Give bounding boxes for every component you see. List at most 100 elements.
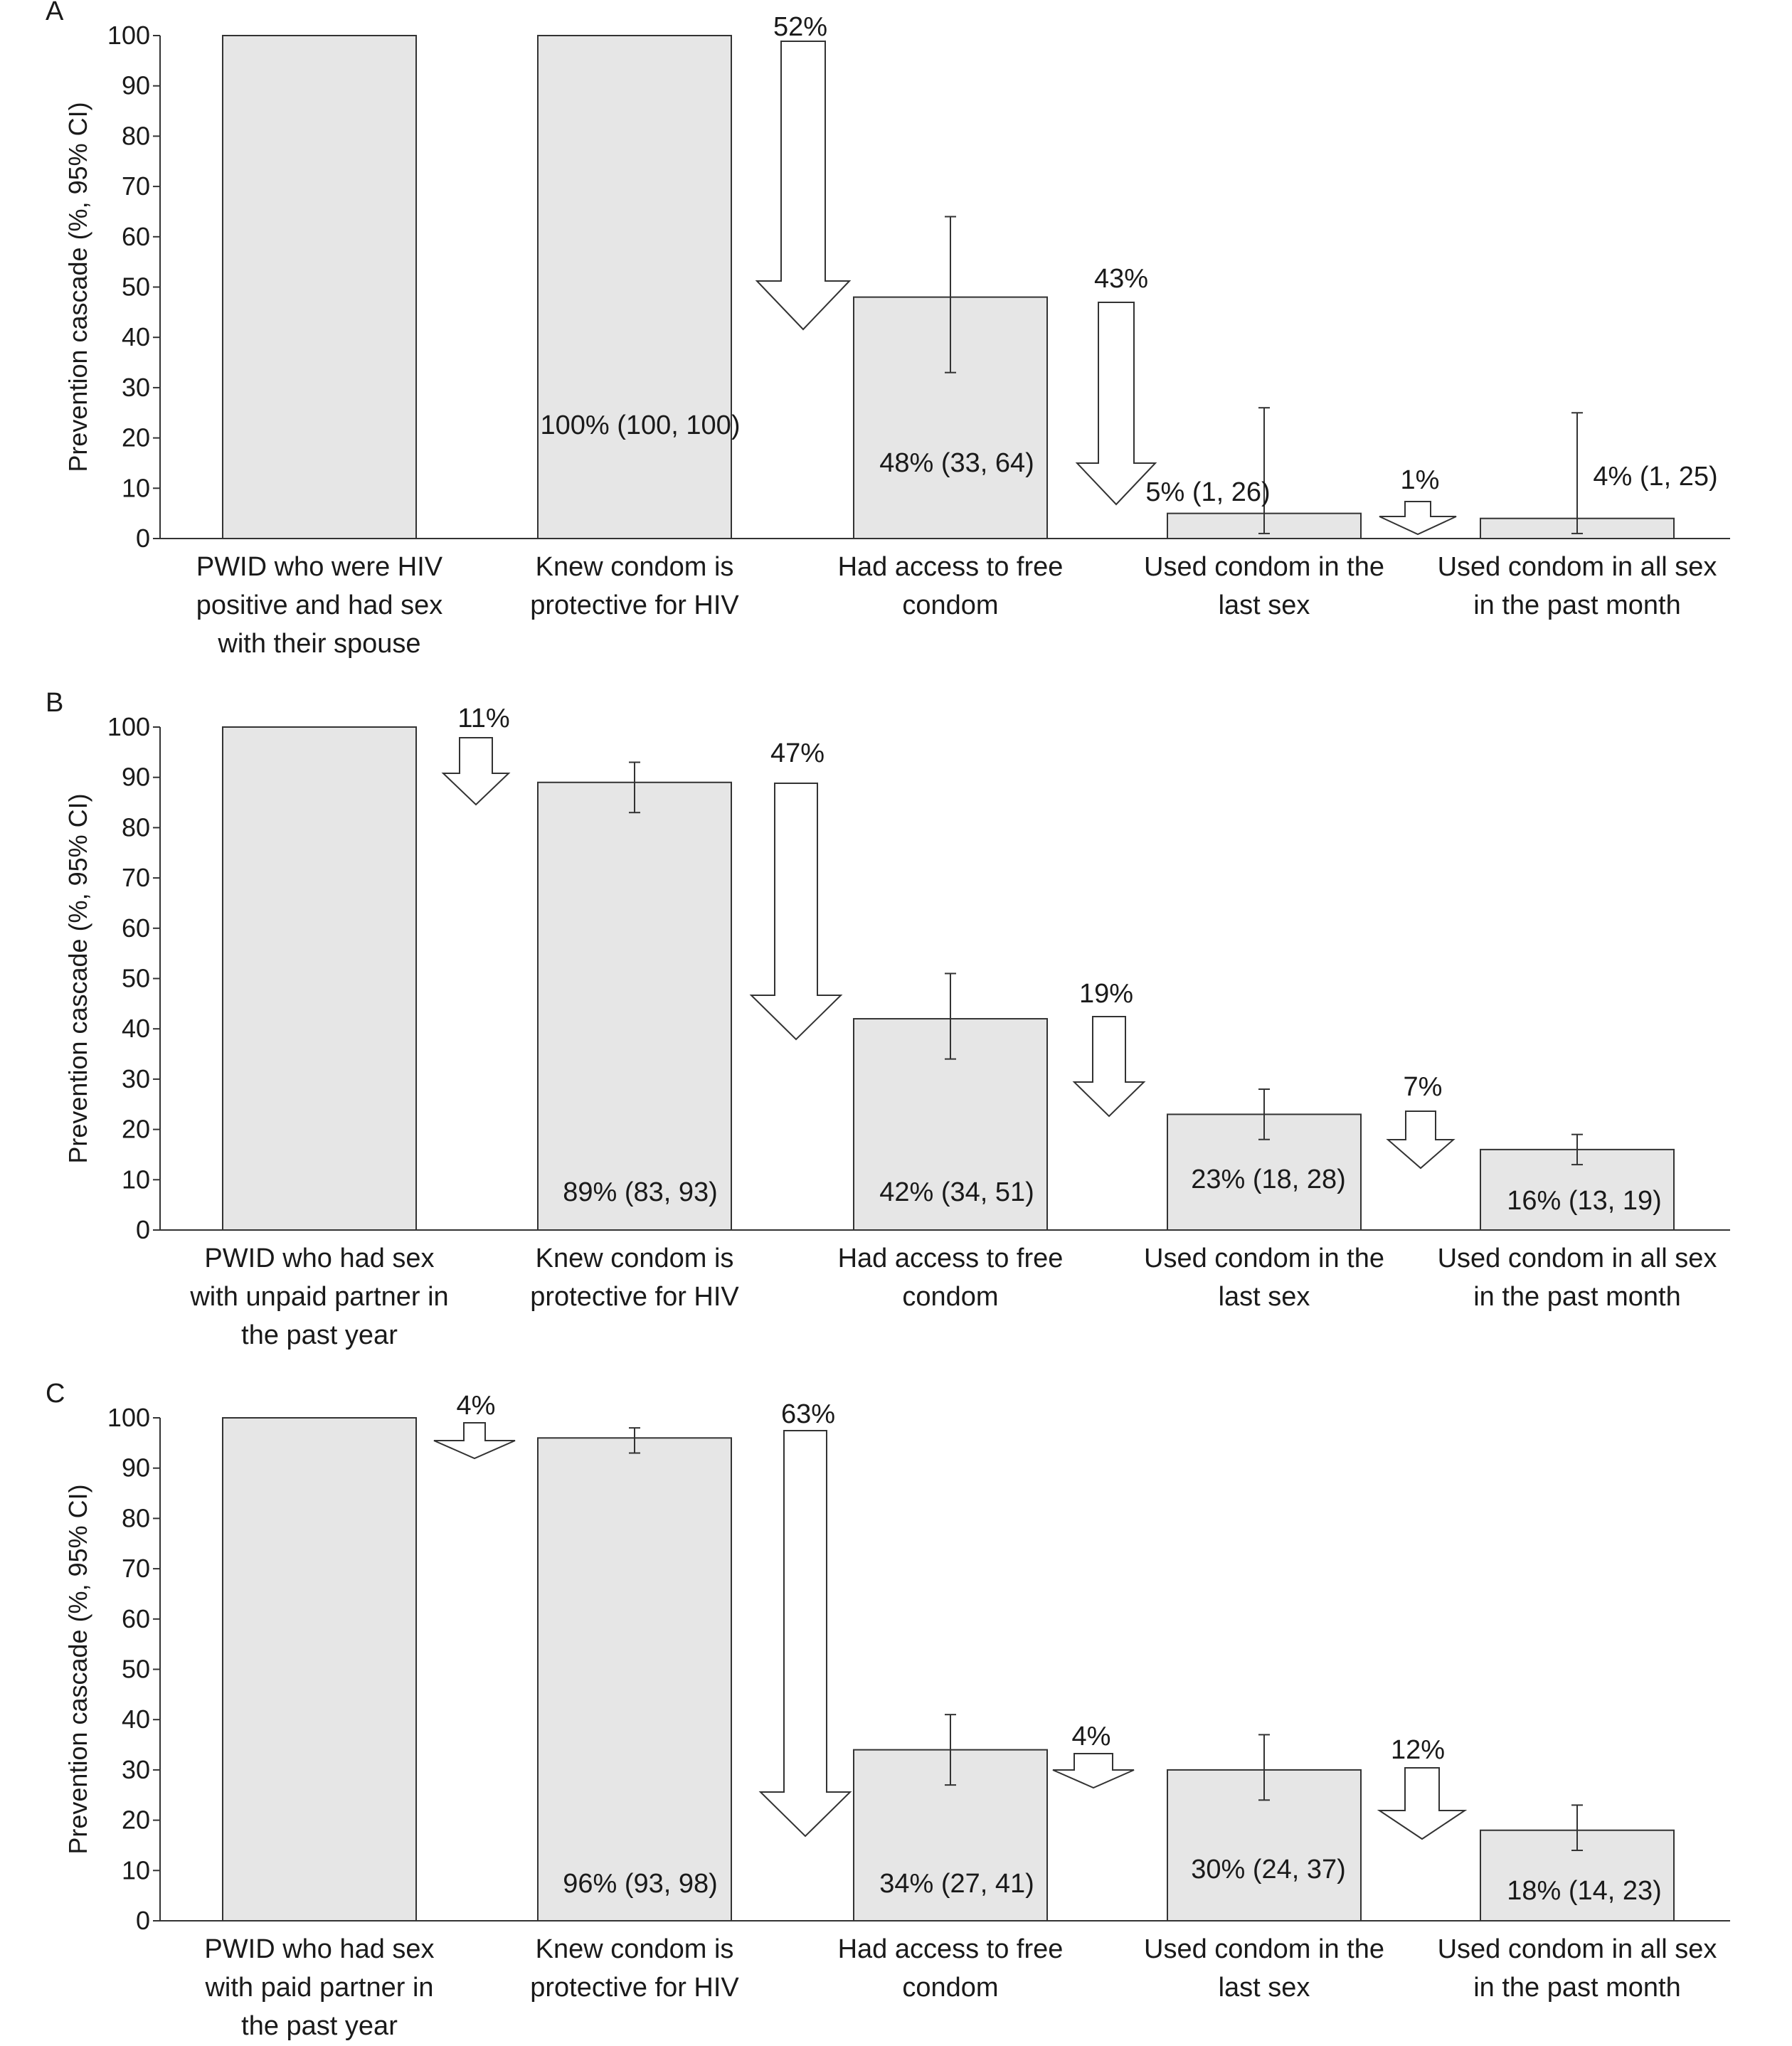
data-label: 18% (14, 23) — [1507, 1876, 1662, 1906]
drop-arrow — [755, 41, 852, 331]
category-label: protective for HIV — [530, 590, 739, 620]
y-tick-label: 70 — [122, 1554, 150, 1583]
drop-arrow — [1075, 302, 1157, 506]
data-label: 23% (18, 28) — [1191, 1165, 1346, 1194]
drop-label: 4% — [1072, 1722, 1111, 1751]
category-label: Had access to free — [838, 1244, 1064, 1273]
y-tick-label: 20 — [122, 423, 150, 452]
y-tick-label: 100 — [107, 1403, 150, 1432]
y-tick-label: 20 — [122, 1115, 150, 1144]
error-bar — [945, 216, 956, 373]
drop-arrow — [749, 783, 843, 1041]
error-bar — [1258, 407, 1270, 534]
data-label: 48% (33, 64) — [879, 448, 1034, 478]
y-tick-label: 40 — [122, 322, 150, 351]
drop-label: 19% — [1079, 979, 1133, 1009]
data-label: 4% (1, 25) — [1593, 462, 1717, 492]
category-label: condom — [902, 590, 998, 620]
drop-label: 1% — [1401, 465, 1440, 495]
drop-label: 11% — [457, 704, 509, 733]
drop-label: 7% — [1404, 1072, 1443, 1102]
y-tick-label: 10 — [122, 1165, 150, 1194]
y-tick-label: 30 — [122, 373, 150, 402]
bar — [222, 35, 417, 539]
error-bar — [629, 761, 640, 814]
panel-label: A — [46, 0, 64, 26]
y-tick-label: 100 — [107, 21, 150, 50]
y-tick-label: 30 — [122, 1755, 150, 1784]
drop-label: 63% — [781, 1399, 835, 1429]
error-bar — [1571, 412, 1583, 534]
data-label: 30% (24, 37) — [1191, 1855, 1346, 1885]
category-label: protective for HIV — [530, 1973, 739, 2003]
y-tick-label: 0 — [136, 1215, 150, 1244]
data-label: 42% (34, 51) — [879, 1177, 1034, 1207]
y-tick-label: 50 — [122, 272, 150, 302]
error-bar — [1258, 1088, 1270, 1140]
y-axis-label: Prevention cascade (%, 95% CI) — [63, 793, 92, 1163]
category-label: Knew condom is — [536, 1244, 734, 1273]
error-bar — [945, 972, 956, 1060]
category-label: last sex — [1219, 1973, 1310, 2003]
category-label: in the past month — [1473, 590, 1681, 620]
drop-label: 43% — [1094, 264, 1148, 294]
category-label: PWID who had sex — [204, 1934, 434, 1964]
data-label: 34% (27, 41) — [879, 1869, 1034, 1899]
y-tick-label: 80 — [122, 812, 150, 842]
error-bar — [1571, 1133, 1583, 1166]
drop-arrow — [1386, 1111, 1456, 1170]
category-label: Had access to free — [838, 1934, 1064, 1964]
drop-arrow — [1072, 1016, 1146, 1118]
category-label: last sex — [1219, 590, 1310, 620]
category-label: condom — [902, 1282, 998, 1312]
bar — [537, 781, 732, 1231]
y-axis-label: Prevention cascade (%, 95% CI) — [63, 102, 92, 472]
category-label: positive and had sex — [196, 590, 442, 620]
data-label: 16% (13, 19) — [1507, 1186, 1662, 1216]
category-label: PWID who were HIV — [196, 552, 443, 582]
y-tick-label: 0 — [136, 524, 150, 553]
y-tick-label: 90 — [122, 71, 150, 100]
drop-arrow — [758, 1430, 852, 1838]
y-axis-label: Prevention cascade (%, 95% CI) — [63, 1484, 92, 1854]
category-label: Knew condom is — [536, 1934, 734, 1964]
bar — [222, 726, 417, 1231]
category-label: condom — [902, 1973, 998, 2003]
y-tick-label: 100 — [107, 712, 150, 741]
drop-label: 52% — [773, 12, 827, 42]
y-tick-label: 50 — [122, 1655, 150, 1684]
y-tick-label: 60 — [122, 222, 150, 251]
error-bar — [1571, 1804, 1583, 1852]
bar — [537, 35, 732, 539]
y-tick-label: 60 — [122, 1604, 150, 1633]
error-bar — [1258, 1734, 1270, 1801]
data-label: 100% (100, 100) — [541, 410, 741, 440]
y-tick-label: 10 — [122, 473, 150, 502]
drop-arrow — [1379, 501, 1457, 536]
drop-arrow — [441, 737, 511, 806]
category-label: with their spouse — [217, 629, 420, 659]
category-label: last sex — [1219, 1282, 1310, 1312]
y-tick-label: 10 — [122, 1855, 150, 1885]
y-tick-label: 0 — [136, 1906, 150, 1935]
category-label: Used condom in all sex — [1438, 552, 1717, 582]
y-tick-label: 90 — [122, 1453, 150, 1483]
category-label: Used condom in the — [1144, 1244, 1384, 1273]
y-tick-label: 80 — [122, 1503, 150, 1532]
panel-label: B — [46, 688, 63, 718]
y-tick-label: 70 — [122, 171, 150, 201]
category-label: Used condom in the — [1144, 1934, 1384, 1964]
category-label: the past year — [241, 1320, 398, 1350]
bar — [537, 1437, 732, 1922]
category-label: in the past month — [1473, 1282, 1681, 1312]
y-tick-label: 70 — [122, 863, 150, 892]
drop-label: 12% — [1391, 1735, 1445, 1765]
y-tick-label: 40 — [122, 1705, 150, 1734]
y-tick-label: 60 — [122, 913, 150, 943]
drop-arrow — [1052, 1753, 1135, 1789]
y-tick-label: 40 — [122, 1014, 150, 1043]
category-label: in the past month — [1473, 1973, 1681, 2003]
data-label: 96% (93, 98) — [563, 1869, 718, 1899]
drop-arrow — [1377, 1767, 1468, 1840]
